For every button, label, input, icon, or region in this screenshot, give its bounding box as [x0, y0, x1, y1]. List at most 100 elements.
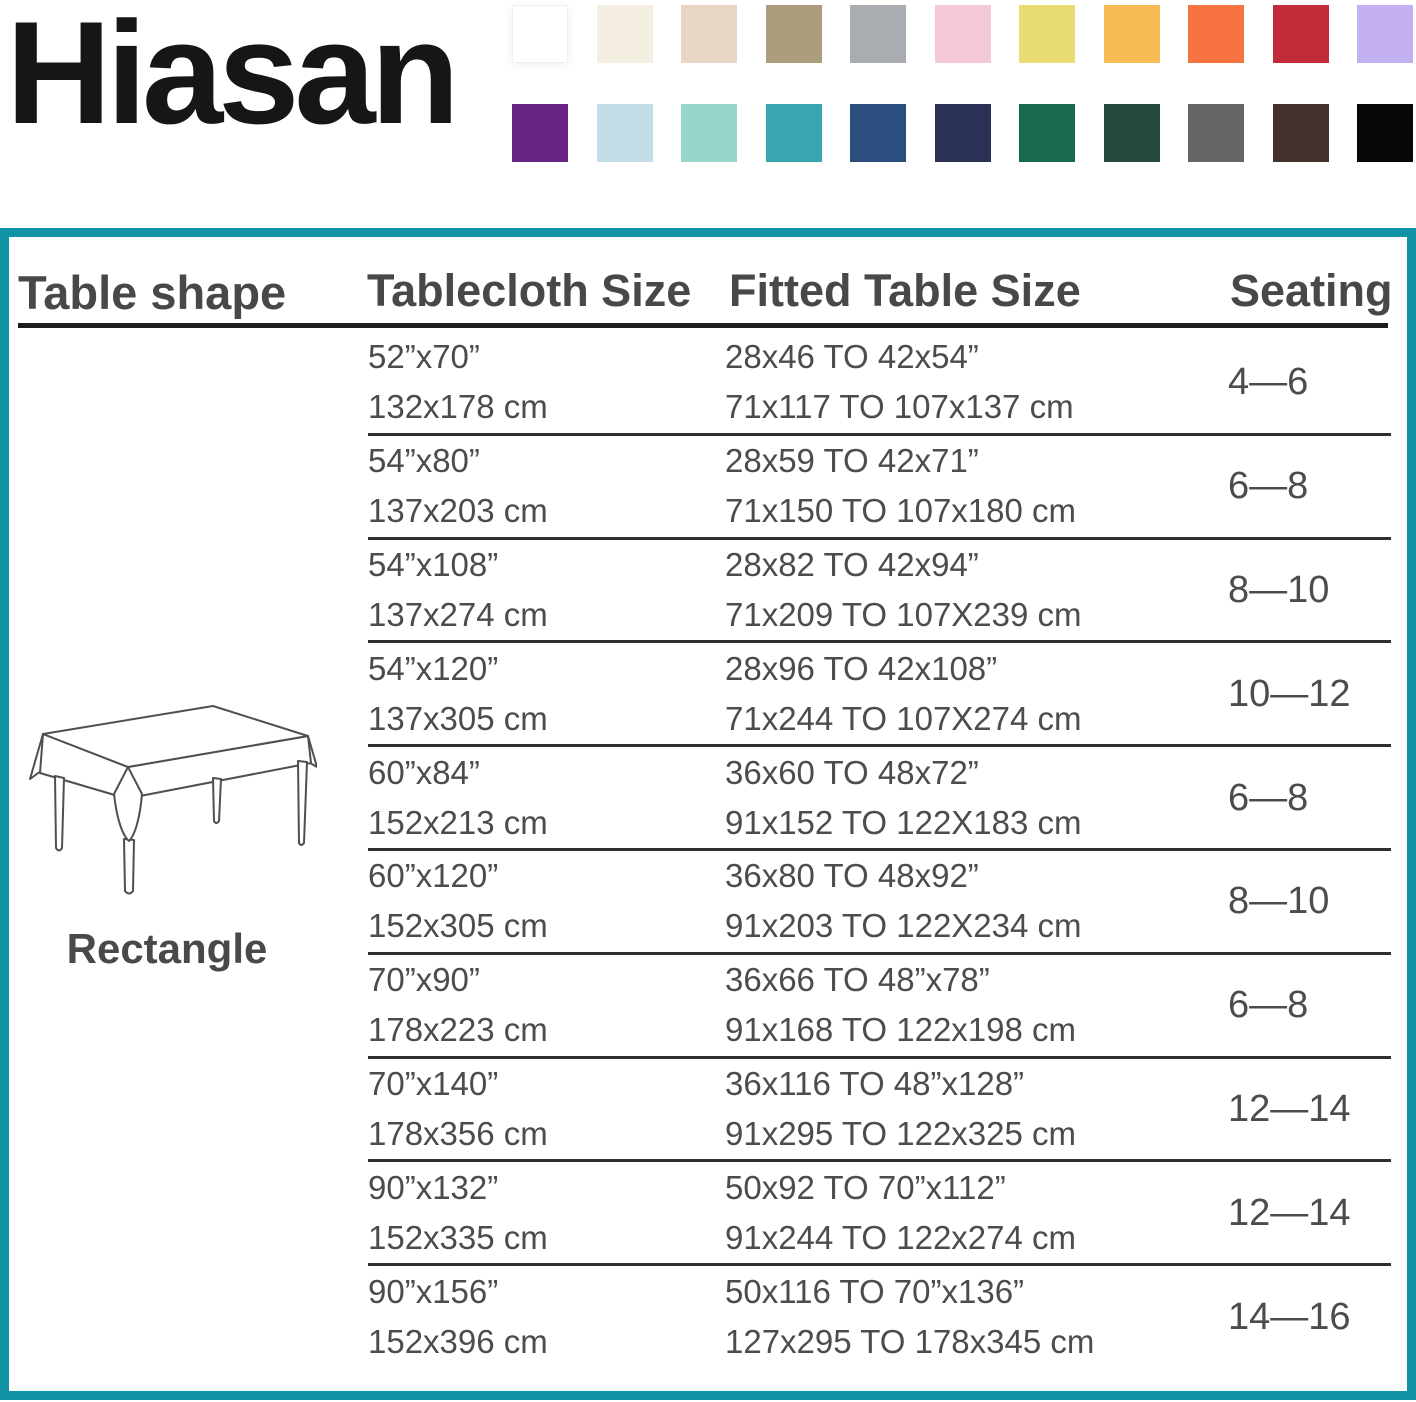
fitted-size-cell: 36x60 TO 48x72” 91x152 TO 122X183 cm — [725, 747, 1082, 848]
seating-cell: 12—14 — [1228, 1087, 1351, 1130]
fitted-size-inches: 28x96 TO 42x108” — [725, 649, 998, 687]
seating-cell: 14—16 — [1228, 1295, 1351, 1338]
fitted-size-inches: 36x66 TO 48”x78” — [725, 961, 990, 999]
fitted-size-cm: 91x244 TO 122x274 cm — [725, 1218, 1077, 1256]
tablecloth-size-cm: 132x178 cm — [368, 388, 548, 426]
tablecloth-size-inches: 54”x80” — [368, 442, 480, 480]
tablecloth-size-cm: 178x223 cm — [368, 1011, 548, 1049]
tablecloth-size-inches: 60”x120” — [368, 857, 499, 895]
tablecloth-size-inches: 54”x120” — [368, 649, 499, 687]
seating-cell: 6—8 — [1228, 465, 1309, 508]
fitted-size-cell: 28x59 TO 42x71” 71x150 TO 107x180 cm — [725, 436, 1076, 537]
size-row: 54”x120” 137x305 cm 28x96 TO 42x108” 71x244… — [368, 643, 1391, 748]
color-swatch-light-blue — [596, 104, 653, 162]
size-chart: Table shape Tablecloth Size Fitted Table… — [0, 228, 1416, 1400]
color-swatch-aqua — [681, 104, 737, 162]
size-rows: 52”x70” 132x178 cm 28x46 TO 42x54” 71x117 T… — [368, 332, 1391, 1367]
fitted-size-cell: 50x116 TO 70”x136” 127x295 TO 178x345 cm — [725, 1266, 1094, 1367]
tablecloth-size-cell: 54”x120” 137x305 cm — [368, 643, 548, 744]
size-row: 90”x132” 152x335 cm 50x92 TO 70”x112” 91x24… — [368, 1162, 1391, 1267]
fitted-size-cell: 36x116 TO 48”x128” 91x295 TO 122x325 cm — [725, 1059, 1076, 1160]
color-swatch-yellow — [1019, 5, 1075, 63]
tablecloth-size-cm: 152x213 cm — [368, 803, 548, 841]
color-swatch-dark-gray — [1188, 104, 1244, 162]
tablecloth-size-cm: 137x203 cm — [368, 492, 548, 530]
tablecloth-size-inches: 70”x140” — [368, 1064, 499, 1102]
tablecloth-size-cell: 54”x80” 137x203 cm — [368, 436, 548, 537]
seating-cell: 4—6 — [1228, 361, 1309, 404]
header-tablecloth-size: Tablecloth Size — [367, 265, 692, 316]
color-swatch-forest-green — [1103, 104, 1160, 162]
tablecloth-size-cell: 90”x132” 152x335 cm — [368, 1162, 548, 1263]
color-swatch-white — [512, 5, 568, 63]
size-row: 60”x84” 152x213 cm 36x60 TO 48x72” 91x152 T… — [368, 747, 1391, 851]
fitted-size-inches: 28x82 TO 42x94” — [725, 545, 979, 583]
size-row: 54”x108” 137x274 cm 28x82 TO 42x94” 71x209 … — [368, 540, 1391, 644]
tablecloth-size-cell: 54”x108” 137x274 cm — [368, 540, 548, 641]
fitted-size-cm: 71x117 TO 107x137 cm — [725, 388, 1074, 426]
color-swatch-pink — [934, 5, 991, 63]
tablecloth-size-inches: 54”x108” — [368, 545, 499, 583]
size-row: 70”x140” 178x356 cm 36x116 TO 48”x128” 91x2… — [368, 1059, 1391, 1163]
color-swatch-gray — [850, 5, 906, 63]
rectangle-table-icon — [29, 705, 317, 895]
fitted-size-inches: 36x80 TO 48x92” — [725, 857, 979, 895]
header-seating: Seating — [1230, 265, 1393, 316]
header-fitted-table-size: Fitted Table Size — [729, 265, 1081, 316]
fitted-size-cm: 71x150 TO 107x180 cm — [725, 492, 1077, 530]
tablecloth-size-cell: 70”x90” 178x223 cm — [368, 955, 548, 1056]
fitted-size-cell: 28x96 TO 42x108” 71x244 TO 107X274 cm — [725, 643, 1082, 744]
seating-cell: 10—12 — [1228, 672, 1351, 715]
shape-label: Rectangle — [66, 925, 268, 972]
fitted-size-inches: 28x46 TO 42x54” — [725, 338, 979, 376]
seating-cell: 6—8 — [1228, 984, 1309, 1027]
fitted-size-cm: 91x168 TO 122x198 cm — [725, 1011, 1077, 1049]
fitted-size-cell: 28x82 TO 42x94” 71x209 TO 107X239 cm — [725, 540, 1082, 641]
color-swatch-teal — [765, 104, 822, 162]
fitted-size-inches: 28x59 TO 42x71” — [725, 442, 979, 480]
tablecloth-size-cell: 70”x140” 178x356 cm — [368, 1059, 548, 1160]
size-row: 54”x80” 137x203 cm 28x59 TO 42x71” 71x150 T… — [368, 436, 1391, 540]
size-row: 70”x90” 178x223 cm 36x66 TO 48”x78” 91x168 … — [368, 955, 1391, 1059]
color-swatch-orange — [1188, 5, 1244, 63]
tablecloth-size-cm: 137x305 cm — [368, 699, 548, 737]
fitted-size-cell: 50x92 TO 70”x112” 91x244 TO 122x274 cm — [725, 1162, 1076, 1263]
tablecloth-size-cm: 152x335 cm — [368, 1218, 548, 1256]
tablecloth-size-cm: 178x356 cm — [368, 1114, 548, 1152]
tablecloth-size-inches: 52”x70” — [368, 338, 480, 376]
fitted-size-inches: 36x60 TO 48x72” — [725, 753, 979, 791]
size-row: 90”x156” 152x396 cm 50x116 TO 70”x136” 127x… — [368, 1266, 1391, 1367]
tablecloth-size-inches: 90”x132” — [368, 1168, 499, 1206]
color-swatch-ivory — [596, 5, 653, 63]
color-swatch-navy — [850, 104, 906, 162]
fitted-size-cell: 36x80 TO 48x92” 91x203 TO 122X234 cm — [725, 851, 1082, 952]
seating-cell: 6—8 — [1228, 776, 1309, 819]
fitted-size-inches: 36x116 TO 48”x128” — [725, 1064, 1025, 1102]
tablecloth-size-cell: 90”x156” 152x396 cm — [368, 1266, 548, 1367]
color-swatch-dark-navy — [934, 104, 991, 162]
tablecloth-size-cm: 152x396 cm — [368, 1322, 548, 1360]
size-row: 52”x70” 132x178 cm 28x46 TO 42x54” 71x117 T… — [368, 332, 1391, 436]
fitted-size-cm: 91x152 TO 122X183 cm — [725, 803, 1082, 841]
header-divider-line — [18, 323, 1388, 328]
seating-cell: 8—10 — [1228, 568, 1330, 611]
brand-logo: Hiasan — [6, 0, 460, 154]
color-swatch-dark-brown — [1272, 104, 1329, 162]
color-swatch-khaki — [765, 5, 822, 63]
fitted-size-cell: 36x66 TO 48”x78” 91x168 TO 122x198 cm — [725, 955, 1076, 1056]
tablecloth-size-cell: 60”x84” 152x213 cm — [368, 747, 548, 848]
tablecloth-size-cm: 137x274 cm — [368, 595, 548, 633]
tablecloth-size-inches: 90”x156” — [368, 1272, 499, 1310]
color-swatch-green — [1019, 104, 1075, 162]
fitted-size-cell: 28x46 TO 42x54” 71x117 TO 107x137 cm — [725, 332, 1074, 433]
swatch-row2 — [512, 104, 1413, 162]
header-table-shape: Table shape — [18, 266, 287, 319]
fitted-size-cm: 71x244 TO 107X274 cm — [725, 699, 1082, 737]
fitted-size-inches: 50x116 TO 70”x136” — [725, 1272, 1025, 1310]
fitted-size-cm: 71x209 TO 107X239 cm — [725, 595, 1082, 633]
color-swatch-purple — [512, 104, 568, 162]
fitted-size-cm: 91x203 TO 122X234 cm — [725, 907, 1082, 945]
fitted-size-inches: 50x92 TO 70”x112” — [725, 1168, 1006, 1206]
size-chart-inner: Table shape Tablecloth Size Fitted Table… — [9, 237, 1407, 1391]
